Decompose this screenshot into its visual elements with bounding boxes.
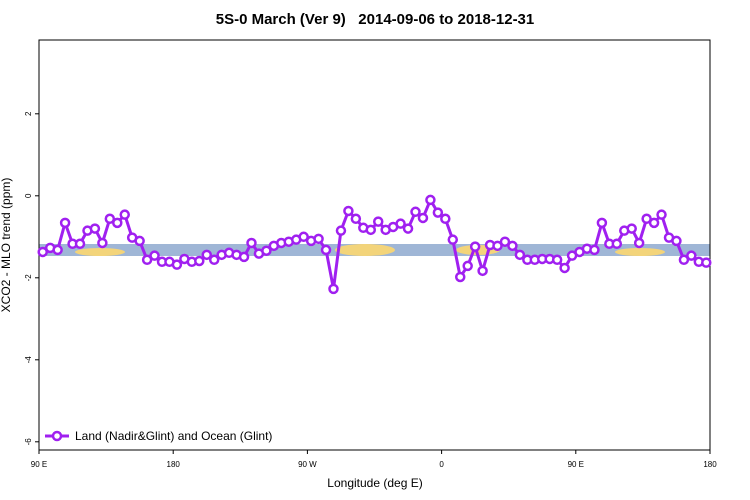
data-point (648, 217, 660, 229)
data-point (208, 254, 220, 266)
data-point (656, 209, 667, 220)
data-point (350, 213, 362, 225)
y-tick-label: 0 (24, 193, 33, 198)
data-point (633, 237, 645, 249)
data-point (52, 244, 63, 256)
data-point (372, 216, 384, 227)
data-point (551, 254, 563, 266)
data-point (134, 235, 145, 247)
chart-title: 5S-0 March (Ver 9) 2014-09-06 to 2018-12… (216, 11, 535, 28)
data-point (611, 238, 623, 250)
data-point (313, 233, 324, 245)
x-tick-label: 0 (439, 460, 444, 469)
data-point (97, 237, 108, 249)
y-axis-label: XCO2 - MLO trend (ppm) (0, 178, 13, 313)
data-point (425, 194, 436, 206)
data-point (89, 223, 101, 234)
data-point (507, 240, 518, 252)
data-point (626, 223, 637, 234)
y-tick-label: -2 (24, 274, 33, 282)
x-tick-label: 90 E (568, 460, 584, 469)
x-tick-label: 90 W (298, 460, 317, 469)
data-point (596, 217, 608, 229)
data-point (343, 205, 354, 217)
data-point (365, 224, 377, 236)
data-point (246, 237, 257, 249)
data-point (499, 236, 511, 247)
data-point (37, 246, 48, 258)
data-point (298, 231, 309, 243)
data-point (238, 251, 250, 263)
data-point (410, 206, 421, 218)
data-point (447, 234, 459, 245)
legend-marker (51, 430, 63, 442)
data-point (701, 257, 712, 268)
data-point (417, 212, 429, 224)
data-point (119, 209, 130, 220)
data-point (514, 249, 526, 261)
plot-frame (38, 39, 711, 451)
y-tick-label: 2 (24, 111, 33, 116)
data-point (59, 217, 71, 229)
y-tick-label: -4 (24, 356, 33, 364)
x-tick-label: 180 (167, 460, 181, 469)
land-patch (615, 248, 665, 256)
data-point (686, 250, 697, 261)
data-point (335, 225, 347, 236)
land-patch (75, 248, 125, 256)
data-point (432, 207, 444, 218)
data-point (402, 223, 414, 234)
data-point (462, 260, 473, 272)
data-point (477, 265, 488, 277)
data-point (104, 213, 116, 225)
data-point (201, 249, 212, 261)
y-tick-label: -6 (24, 438, 33, 446)
data-point (589, 244, 600, 256)
data-point (469, 241, 481, 252)
x-tick-label: 90 E (31, 460, 47, 469)
data-point (171, 259, 183, 270)
data-point (112, 217, 123, 229)
data-point (671, 235, 682, 247)
data-point (328, 283, 339, 295)
data-point (149, 250, 160, 261)
legend-label: Land (Nadir&Glint) and Ocean (Glint) (75, 429, 272, 443)
data-point (440, 213, 451, 225)
data-point (678, 254, 690, 266)
data-point (454, 271, 466, 283)
x-axis-label: Longitude (deg E) (327, 476, 422, 490)
data-point (320, 244, 332, 256)
data-point (261, 245, 272, 256)
x-tick-label: 180 (703, 460, 717, 469)
data-point (141, 254, 153, 266)
data-point (641, 213, 652, 225)
data-point (492, 240, 503, 252)
land-patch (335, 244, 395, 256)
data-point (395, 218, 406, 229)
data-point (74, 238, 86, 250)
data-point (194, 255, 205, 267)
data-point (559, 262, 570, 274)
